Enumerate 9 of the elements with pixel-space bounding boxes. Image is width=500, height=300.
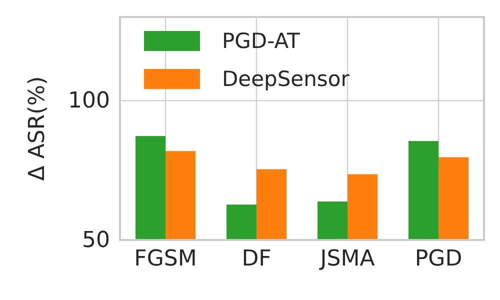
x-tick-label: DF [242, 246, 272, 272]
x-tick-label: PGD [414, 246, 462, 272]
legend-label: PGD-AT [222, 29, 300, 53]
y-tick-label: 100 [68, 88, 110, 114]
y-tick-label: 50 [82, 228, 110, 254]
legend-label: DeepSensor [222, 67, 350, 91]
x-tick-label: FGSM [134, 246, 197, 272]
x-tick-label: JSMA [318, 246, 375, 272]
y-axis-title: Δ ASR(%) [25, 76, 50, 181]
